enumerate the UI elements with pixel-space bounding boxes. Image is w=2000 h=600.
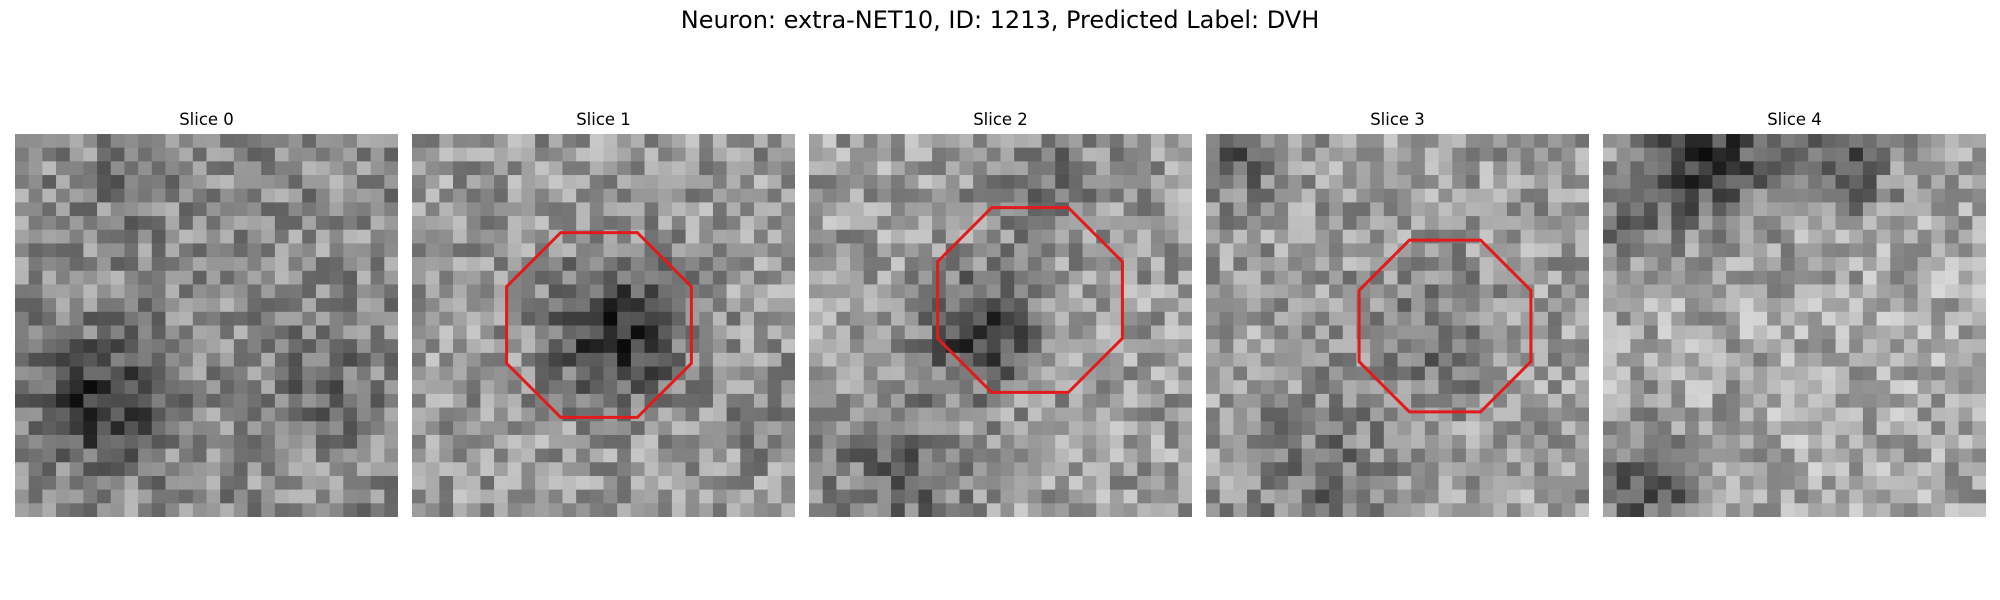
slice-image-2 (809, 134, 1192, 517)
slice-title: Slice 2 (973, 110, 1028, 129)
slice-panel-1: Slice 1 (412, 108, 795, 517)
slice-title: Slice 1 (576, 110, 631, 129)
slice-panel-3: Slice 3 (1206, 108, 1589, 517)
slice-title: Slice 0 (179, 110, 234, 129)
figure-title: Neuron: extra-NET10, ID: 1213, Predicted… (680, 6, 1320, 34)
slice-image-3 (1206, 134, 1589, 517)
roi-octagon (505, 231, 693, 419)
slice-image-1 (412, 134, 795, 517)
slice-title: Slice 3 (1370, 110, 1425, 129)
slice-panel-4: Slice 4 (1603, 108, 1986, 517)
roi-octagon (936, 206, 1124, 394)
slice-image-0 (15, 134, 398, 517)
slice-panel-0: Slice 0 (15, 108, 398, 517)
slice-image-4 (1603, 134, 1986, 517)
roi-octagon (1357, 238, 1533, 414)
slice-title: Slice 4 (1767, 110, 1822, 129)
slice-panel-2: Slice 2 (809, 108, 1192, 517)
